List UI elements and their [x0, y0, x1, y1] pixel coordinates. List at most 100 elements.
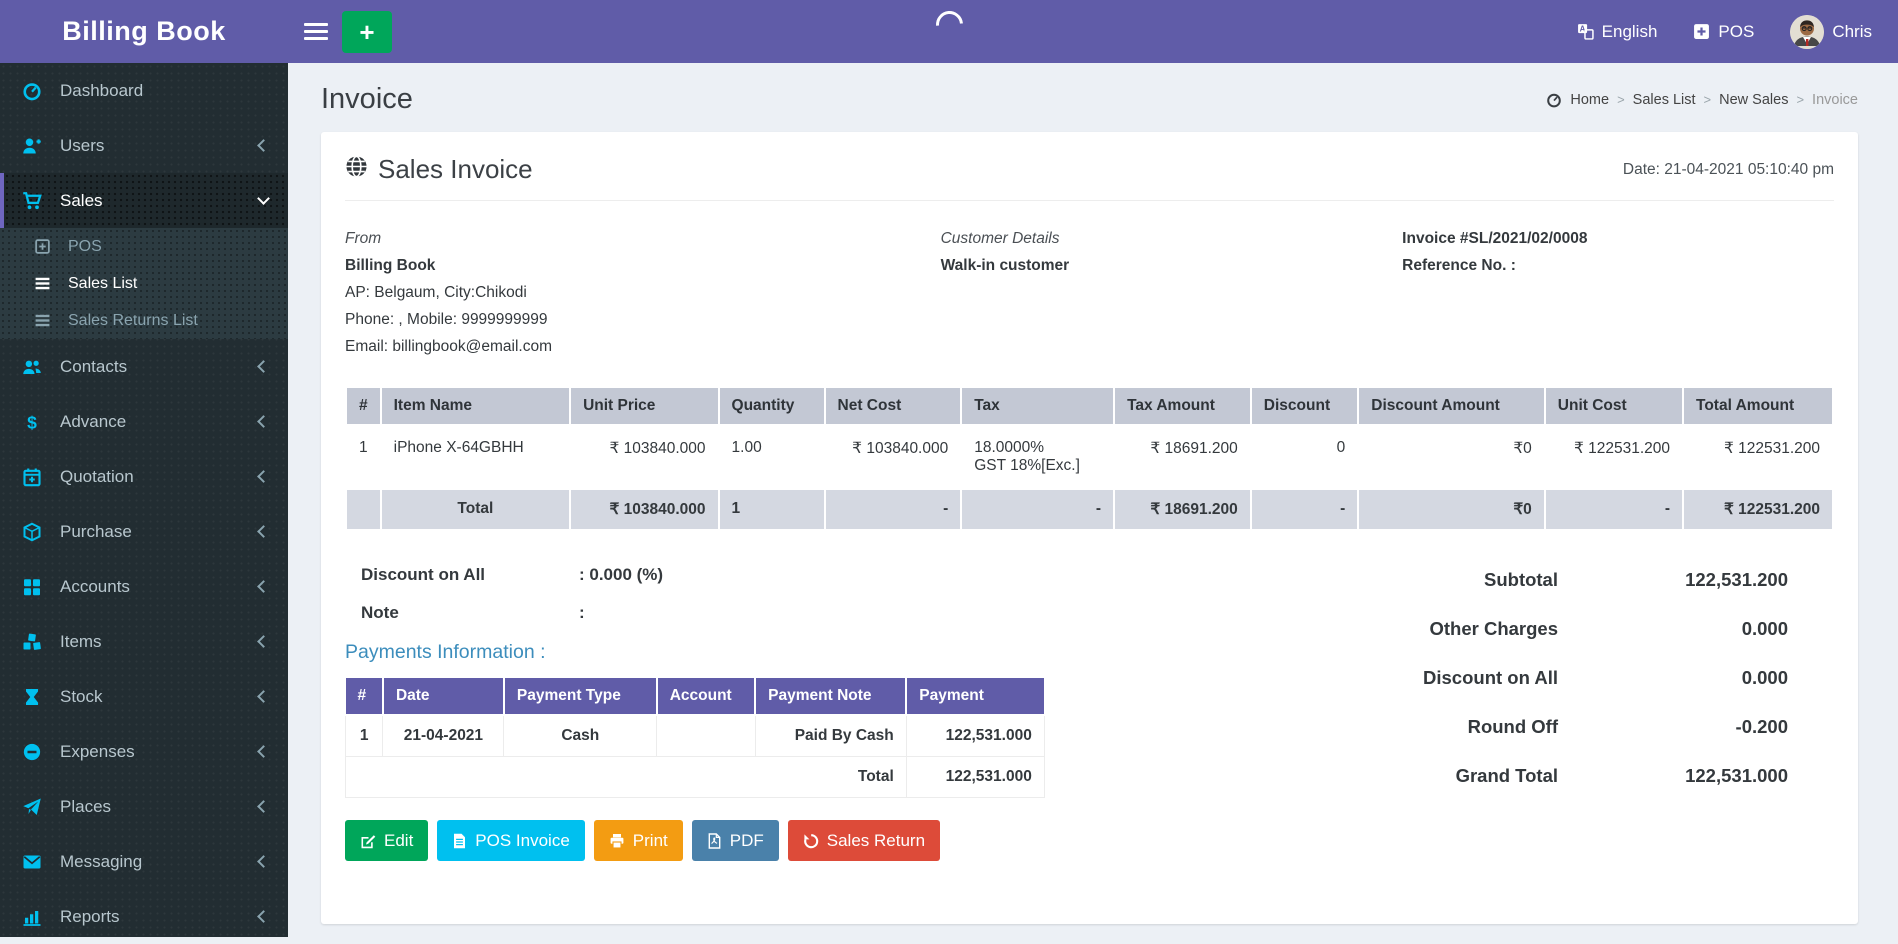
sidebar-label: Contacts — [60, 356, 128, 376]
chevron-left-icon — [257, 470, 270, 483]
item-net-cost: ₹ 103840.000 — [825, 426, 961, 488]
note-value: : — [579, 603, 585, 622]
pdf-button[interactable]: PDF — [691, 820, 779, 861]
paper-plane-icon — [22, 797, 52, 817]
plus-square-icon — [1693, 23, 1710, 40]
sidebar-label: Reports — [60, 906, 120, 926]
customer-name: Walk-in customer — [940, 257, 1070, 274]
sidebar-label: Places — [60, 796, 112, 816]
reference-number: Reference No. : — [1402, 257, 1516, 274]
pos-invoice-button[interactable]: POS Invoice — [437, 820, 585, 861]
breadcrumb: Home > Sales List > New Sales > Invoice — [1546, 92, 1858, 108]
globe-icon — [345, 154, 368, 185]
divider — [345, 200, 1834, 201]
user-name: Chris — [1832, 21, 1872, 41]
sales-return-button[interactable]: Sales Return — [787, 820, 941, 861]
discount-on-all-label: Discount on All — [361, 565, 486, 584]
calendar-plus-icon — [22, 467, 52, 487]
sidebar-label: Items — [60, 631, 102, 651]
col-header: Payment — [905, 678, 1045, 716]
col-header: Tax — [962, 388, 1114, 424]
chevron-left-icon — [257, 360, 270, 373]
payment-account — [656, 714, 756, 757]
payments-table: # Date Payment Type Account Payment Note… — [344, 678, 1045, 798]
item-row: 1 iPhone X-64GBHH ₹ 103840.000 1.00 ₹ 10… — [347, 426, 1832, 488]
language-menu[interactable]: A English — [1577, 21, 1658, 42]
sidebar-label: Sales — [60, 190, 103, 210]
print-button[interactable]: Print — [593, 820, 683, 861]
quick-add-button[interactable]: + — [342, 10, 392, 53]
pos-nav-button[interactable]: POS — [1693, 22, 1754, 42]
sidebar-item-messaging[interactable]: Messaging — [0, 834, 288, 889]
chevron-left-icon — [257, 690, 270, 703]
total-tax: - — [962, 490, 1114, 529]
page-title: Invoice — [321, 83, 413, 115]
sidebar-item-sales-list[interactable]: Sales List — [0, 265, 288, 302]
col-header: Tax Amount — [1115, 388, 1250, 424]
file-pdf-icon — [707, 832, 722, 849]
invoice-date: Date: 21-04-2021 05:10:40 pm — [1622, 160, 1834, 178]
col-header: Account — [655, 678, 756, 716]
payment-amount: 122,531.000 — [905, 714, 1045, 757]
svg-text:$: $ — [27, 412, 37, 432]
sidebar-item-pos[interactable]: POS — [0, 228, 288, 265]
items-total-row: Total ₹ 103840.000 1 - - ₹ 18691.200 - ₹… — [347, 490, 1832, 529]
total-unit-price: ₹ 103840.000 — [571, 490, 718, 529]
chevron-left-icon — [257, 580, 270, 593]
sidebar-item-accounts[interactable]: Accounts — [0, 559, 288, 614]
payment-date: 21-04-2021 — [382, 714, 505, 757]
user-menu[interactable]: Chris — [1790, 14, 1872, 49]
breadcrumb-sales-list[interactable]: Sales List — [1632, 91, 1696, 108]
th-large-icon — [22, 577, 52, 597]
envelope-icon — [22, 852, 52, 872]
from-heading: From — [345, 230, 382, 247]
edit-button[interactable]: Edit — [345, 820, 429, 861]
sidebar-item-reports[interactable]: Reports — [0, 889, 288, 944]
sidebar-item-places[interactable]: Places — [0, 779, 288, 834]
chevron-left-icon — [257, 139, 270, 152]
sidebar-item-sales[interactable]: Sales — [0, 173, 288, 228]
item-discount-amount: ₹0 — [1359, 426, 1544, 488]
sidebar-label: Quotation — [60, 466, 134, 486]
sidebar-label: Dashboard — [60, 80, 144, 100]
breadcrumb-new-sales[interactable]: New Sales — [1719, 91, 1789, 108]
app-logo[interactable]: Billing Book — [62, 16, 226, 46]
file-icon — [452, 833, 467, 849]
sidebar-label: Accounts — [60, 576, 130, 596]
note-label: Note — [361, 603, 399, 622]
item-name: iPhone X-64GBHH — [381, 426, 570, 488]
payments-header-row: # Date Payment Type Account Payment Note… — [345, 678, 1045, 716]
item-total-amount: ₹ 122531.200 — [1684, 426, 1832, 488]
col-header: Discount — [1251, 388, 1358, 424]
breadcrumb-home[interactable]: Home — [1570, 91, 1610, 108]
print-icon — [609, 833, 625, 849]
sidebar-item-users[interactable]: Users — [0, 118, 288, 173]
summary-row-grand-total: Grand Total 122,531.000 — [1455, 765, 1788, 786]
language-label: English — [1601, 21, 1658, 41]
hamburger-menu-icon[interactable] — [304, 19, 328, 44]
sidebar-item-sales-returns-list[interactable]: Sales Returns List — [0, 302, 288, 339]
note-line: Note : — [361, 603, 1045, 623]
user-avatar — [1790, 14, 1825, 49]
minus-circle-icon — [22, 742, 52, 762]
payment-num: 1 — [344, 714, 384, 757]
sidebar-item-quotation[interactable]: Quotation — [0, 449, 288, 504]
sidebar-item-advance[interactable]: $ Advance — [0, 394, 288, 449]
sidebar-item-dashboard[interactable]: Dashboard — [0, 63, 288, 118]
col-header: Payment Note — [754, 678, 907, 716]
sidebar-item-contacts[interactable]: Contacts — [0, 339, 288, 394]
col-header: # — [347, 388, 380, 424]
total-label: Total — [381, 490, 570, 529]
sidebar-label: Expenses — [60, 741, 135, 761]
pos-nav-label: POS — [1718, 21, 1755, 41]
total-net-cost: - — [825, 490, 961, 529]
sidebar-item-purchase[interactable]: Purchase — [0, 504, 288, 559]
sidebar-item-stock[interactable]: Stock — [0, 669, 288, 724]
undo-icon — [803, 833, 819, 849]
chevron-down-icon — [257, 192, 270, 205]
col-header: Item Name — [381, 388, 570, 424]
sidebar-item-expenses[interactable]: Expenses — [0, 724, 288, 779]
item-tax: 18.0000% GST 18%[Exc.] — [962, 426, 1114, 488]
sidebar-item-items[interactable]: Items — [0, 614, 288, 669]
items-table-header-row: # Item Name Unit Price Quantity Net Cost… — [347, 388, 1832, 424]
